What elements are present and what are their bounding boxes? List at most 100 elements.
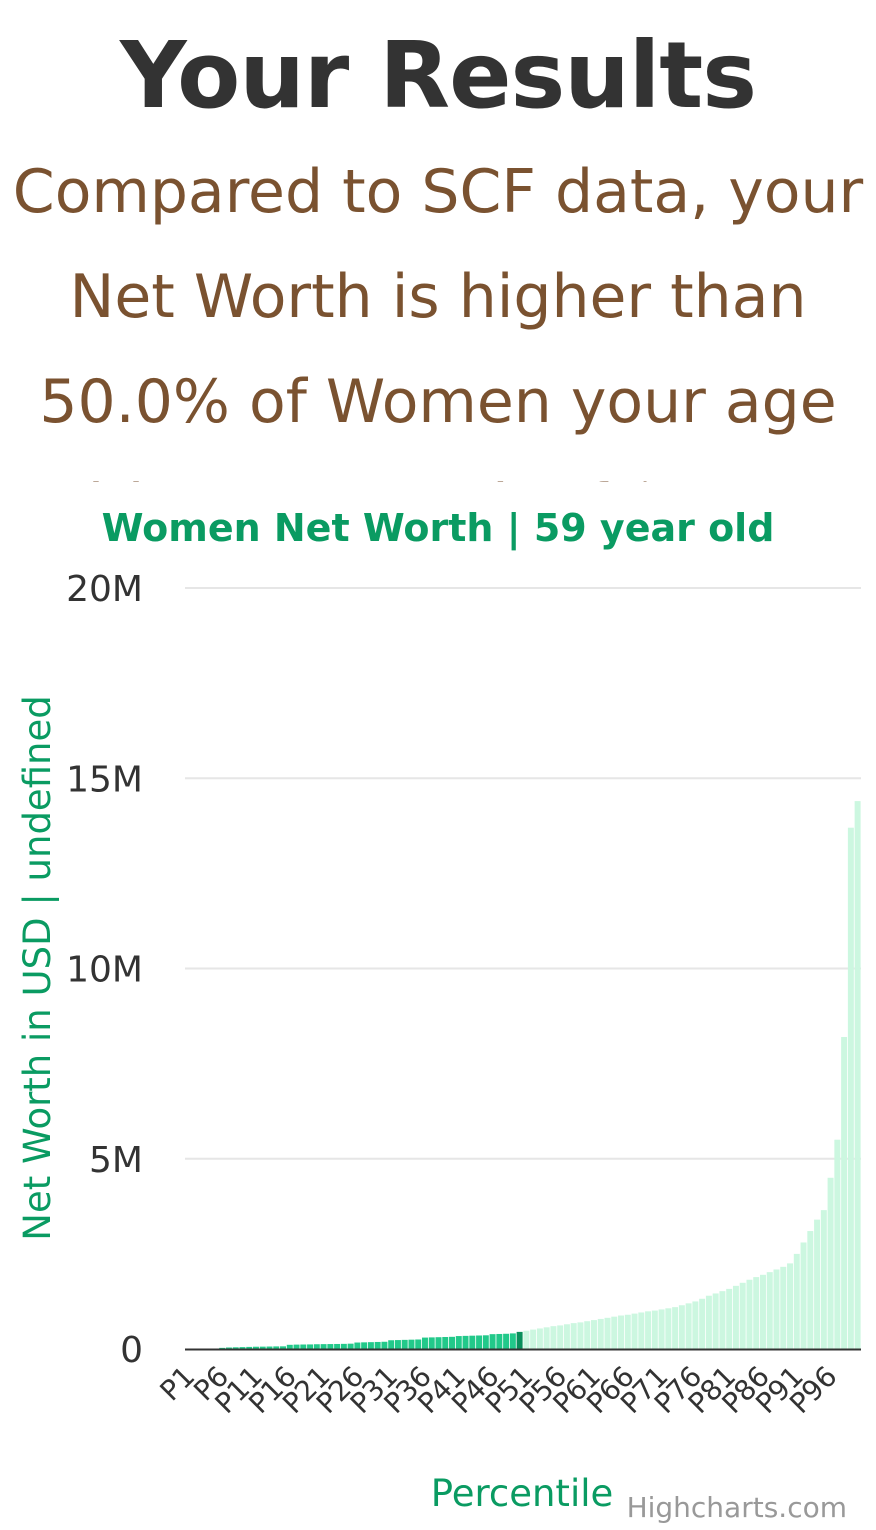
x-axis-title: Percentile (431, 1472, 614, 1515)
bar-p25[interactable] (347, 1343, 354, 1349)
bar-p22[interactable] (327, 1344, 334, 1349)
bar-p59[interactable] (577, 1322, 584, 1349)
bar-p50[interactable] (516, 1331, 523, 1349)
bar-p91[interactable] (793, 1253, 800, 1350)
bar-p67[interactable] (631, 1313, 638, 1349)
bar-p33[interactable] (401, 1339, 408, 1349)
bar-p39[interactable] (442, 1337, 449, 1349)
bar-p77[interactable] (699, 1298, 706, 1349)
bar-p88[interactable] (773, 1269, 780, 1349)
bar-p61[interactable] (591, 1320, 597, 1349)
bar-p94[interactable] (814, 1219, 821, 1349)
bar-p17[interactable] (293, 1344, 300, 1349)
bar-p34[interactable] (408, 1339, 415, 1349)
bar-p23[interactable] (334, 1343, 341, 1349)
bar-p84[interactable] (746, 1279, 753, 1349)
bar-p29[interactable] (374, 1341, 381, 1349)
bar-p71[interactable] (658, 1309, 665, 1349)
bar-p85[interactable] (753, 1277, 760, 1349)
bar-p69[interactable] (645, 1311, 652, 1349)
bar-p8[interactable] (232, 1347, 239, 1349)
bar-p72[interactable] (665, 1308, 672, 1349)
bar-p89[interactable] (780, 1266, 787, 1349)
bar-p28[interactable] (367, 1342, 374, 1349)
bar-p40[interactable] (449, 1336, 455, 1349)
bar-p21[interactable] (320, 1344, 327, 1349)
bar-p45[interactable] (482, 1335, 489, 1349)
y-axis-title: Net Worth in USD | undefined (16, 695, 59, 1240)
bar-p95[interactable] (820, 1210, 827, 1349)
bar-p80[interactable] (719, 1291, 726, 1349)
bar-p93[interactable] (807, 1231, 814, 1349)
bar-p53[interactable] (536, 1328, 543, 1349)
bar-p24[interactable] (340, 1343, 347, 1349)
bar-p79[interactable] (712, 1293, 719, 1349)
y-tick-label: 10M (66, 950, 143, 991)
bar-p98[interactable] (841, 1036, 848, 1349)
bar-p41[interactable] (455, 1336, 462, 1349)
bar-p20[interactable] (313, 1344, 320, 1349)
bar-p48[interactable] (503, 1333, 510, 1349)
bar-p7[interactable] (225, 1347, 232, 1349)
bar-p92[interactable] (800, 1242, 807, 1349)
bar-p86[interactable] (760, 1274, 766, 1349)
bar-p74[interactable] (678, 1305, 685, 1349)
bar-p10[interactable] (246, 1346, 253, 1349)
bar-p90[interactable] (787, 1263, 793, 1349)
bar-p11[interactable] (253, 1346, 259, 1349)
bar-p96[interactable] (827, 1177, 834, 1349)
bar-p43[interactable] (469, 1335, 476, 1349)
bar-p99[interactable] (847, 827, 854, 1349)
bar-p37[interactable] (428, 1337, 435, 1349)
bar-p83[interactable] (739, 1282, 746, 1349)
bar-p36[interactable] (422, 1337, 428, 1349)
bar-p19[interactable] (307, 1344, 314, 1349)
bar-p9[interactable] (239, 1347, 246, 1349)
bar-p13[interactable] (266, 1346, 273, 1349)
bar-p46[interactable] (489, 1334, 496, 1349)
bar-p76[interactable] (692, 1301, 699, 1349)
bar-p15[interactable] (280, 1346, 286, 1349)
bar-p30[interactable] (381, 1341, 388, 1349)
bar-p97[interactable] (834, 1139, 841, 1349)
bar-p31[interactable] (388, 1340, 395, 1349)
bar-p47[interactable] (496, 1333, 503, 1349)
bar-p82[interactable] (732, 1285, 739, 1349)
bar-p56[interactable] (557, 1325, 564, 1349)
bar-p75[interactable] (685, 1303, 692, 1349)
bar-p27[interactable] (361, 1342, 368, 1349)
bar-p35[interactable] (415, 1339, 422, 1349)
bar-p54[interactable] (543, 1327, 550, 1349)
bar-p70[interactable] (651, 1310, 658, 1349)
bar-p65[interactable] (618, 1315, 624, 1349)
bar-p42[interactable] (462, 1335, 469, 1349)
bar-p49[interactable] (509, 1333, 516, 1349)
bar-p87[interactable] (766, 1272, 773, 1349)
bar-p81[interactable] (726, 1288, 733, 1349)
bar-p62[interactable] (597, 1318, 604, 1349)
bar-p57[interactable] (563, 1324, 570, 1349)
bar-p12[interactable] (259, 1346, 266, 1349)
bar-p52[interactable] (530, 1329, 537, 1349)
bar-p14[interactable] (273, 1346, 280, 1349)
bar-p58[interactable] (570, 1323, 577, 1349)
bar-p16[interactable] (286, 1344, 293, 1349)
bar-p63[interactable] (604, 1317, 611, 1349)
bar-p55[interactable] (550, 1326, 557, 1349)
bar-p78[interactable] (705, 1295, 712, 1349)
bar-p18[interactable] (300, 1344, 307, 1349)
bar-p60[interactable] (584, 1321, 591, 1349)
bar-p64[interactable] (611, 1316, 618, 1349)
bar-p51[interactable] (523, 1330, 530, 1349)
bar-p73[interactable] (672, 1307, 679, 1349)
bar-p6[interactable] (219, 1347, 226, 1349)
bar-p68[interactable] (638, 1312, 645, 1349)
bar-p38[interactable] (435, 1337, 442, 1349)
bar-p32[interactable] (394, 1340, 401, 1349)
bar-p44[interactable] (476, 1335, 483, 1349)
bar-p26[interactable] (354, 1342, 361, 1349)
highcharts-credit-link[interactable]: Highcharts.com (627, 1491, 847, 1524)
bar-p66[interactable] (624, 1314, 631, 1349)
bar-p100[interactable] (854, 801, 861, 1349)
